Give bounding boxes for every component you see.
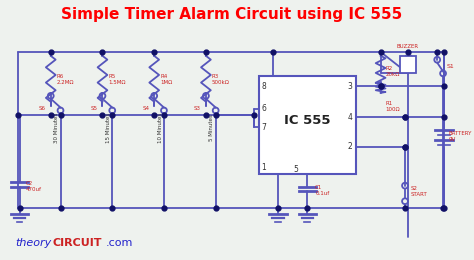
Text: 4: 4 (347, 113, 352, 122)
Text: Simple Timer Alarm Circuit using IC 555: Simple Timer Alarm Circuit using IC 555 (61, 7, 402, 22)
Text: theory: theory (16, 238, 52, 248)
Text: S3: S3 (194, 106, 201, 110)
Text: 15 Minutes: 15 Minutes (106, 112, 111, 143)
Text: 7: 7 (262, 122, 266, 132)
Text: BATTERY
9V: BATTERY 9V (449, 132, 472, 142)
Text: .com: .com (105, 238, 133, 248)
Text: 30 Minutes: 30 Minutes (54, 112, 59, 143)
Text: 2: 2 (347, 142, 352, 151)
Bar (259, 76, 356, 174)
Text: IC 555: IC 555 (284, 114, 331, 127)
Text: 6: 6 (262, 104, 266, 113)
Text: BUZZER: BUZZER (397, 44, 419, 49)
Bar (400, 56, 416, 73)
Text: 10 Minutes: 10 Minutes (157, 112, 163, 143)
Text: S5: S5 (91, 106, 98, 110)
Text: R4
1MΩ: R4 1MΩ (160, 74, 173, 85)
Text: 8: 8 (262, 82, 266, 90)
Text: C1
0.1uf: C1 0.1uf (315, 185, 329, 196)
Text: R6
2.2MΩ: R6 2.2MΩ (56, 74, 74, 85)
Text: C2
470uf: C2 470uf (26, 181, 41, 192)
Text: R3
500kΩ: R3 500kΩ (212, 74, 229, 85)
Text: S1: S1 (447, 64, 455, 69)
Text: 3: 3 (347, 82, 352, 90)
Text: S2
START: S2 START (411, 186, 428, 197)
Text: R1
100Ω: R1 100Ω (385, 101, 400, 112)
Text: CIRCUIT: CIRCUIT (53, 238, 102, 248)
Text: 5 Minutes: 5 Minutes (210, 114, 214, 141)
Text: S4: S4 (142, 106, 149, 110)
Text: R5
1.5MΩ: R5 1.5MΩ (109, 74, 126, 85)
Text: 5: 5 (293, 165, 298, 173)
Text: S6: S6 (39, 106, 46, 110)
Text: R2
20kΩ: R2 20kΩ (385, 66, 400, 77)
Text: 1: 1 (262, 162, 266, 172)
